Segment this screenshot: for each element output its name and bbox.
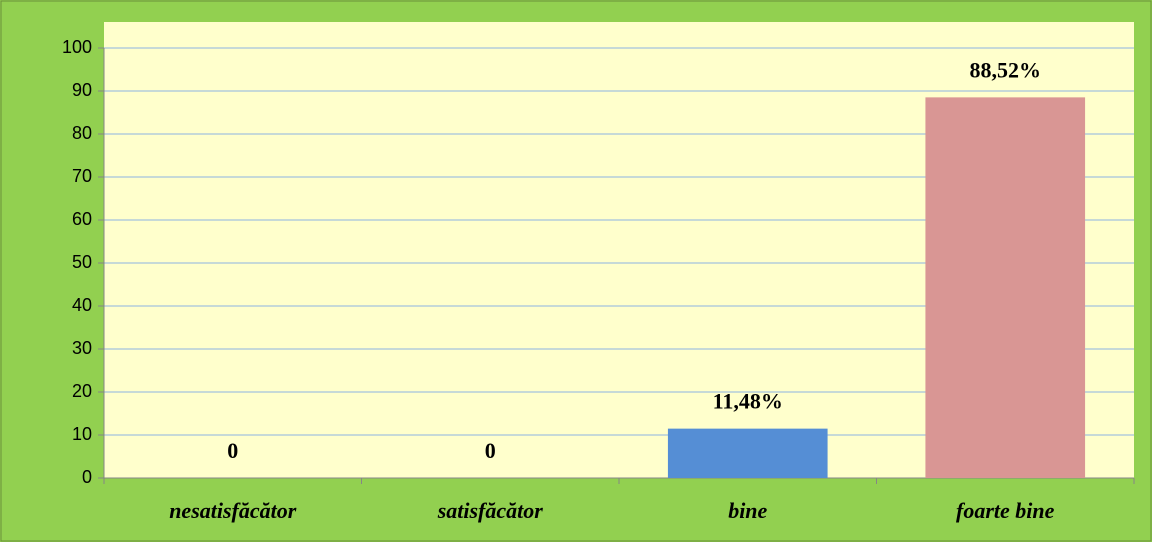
bar [925,97,1086,478]
x-tick-label: nesatisfăcător [169,498,297,523]
y-tick-label: 20 [72,381,92,401]
data-label: 0 [227,438,238,463]
y-tick-label: 70 [72,166,92,186]
y-tick-label: 50 [72,252,92,272]
x-tick-label: foarte bine [956,498,1055,523]
y-tick-label: 0 [82,467,92,487]
data-label: 88,52% [970,57,1042,82]
y-tick-label: 30 [72,338,92,358]
y-tick-label: 60 [72,209,92,229]
x-tick-label: bine [728,498,767,523]
data-label: 11,48% [713,389,783,414]
y-tick-label: 80 [72,123,92,143]
y-tick-label: 40 [72,295,92,315]
y-tick-label: 90 [72,80,92,100]
data-label: 0 [485,438,496,463]
x-tick-label: satisfăcător [437,498,544,523]
bar [667,428,828,478]
y-tick-label: 100 [62,37,92,57]
y-tick-label: 10 [72,424,92,444]
